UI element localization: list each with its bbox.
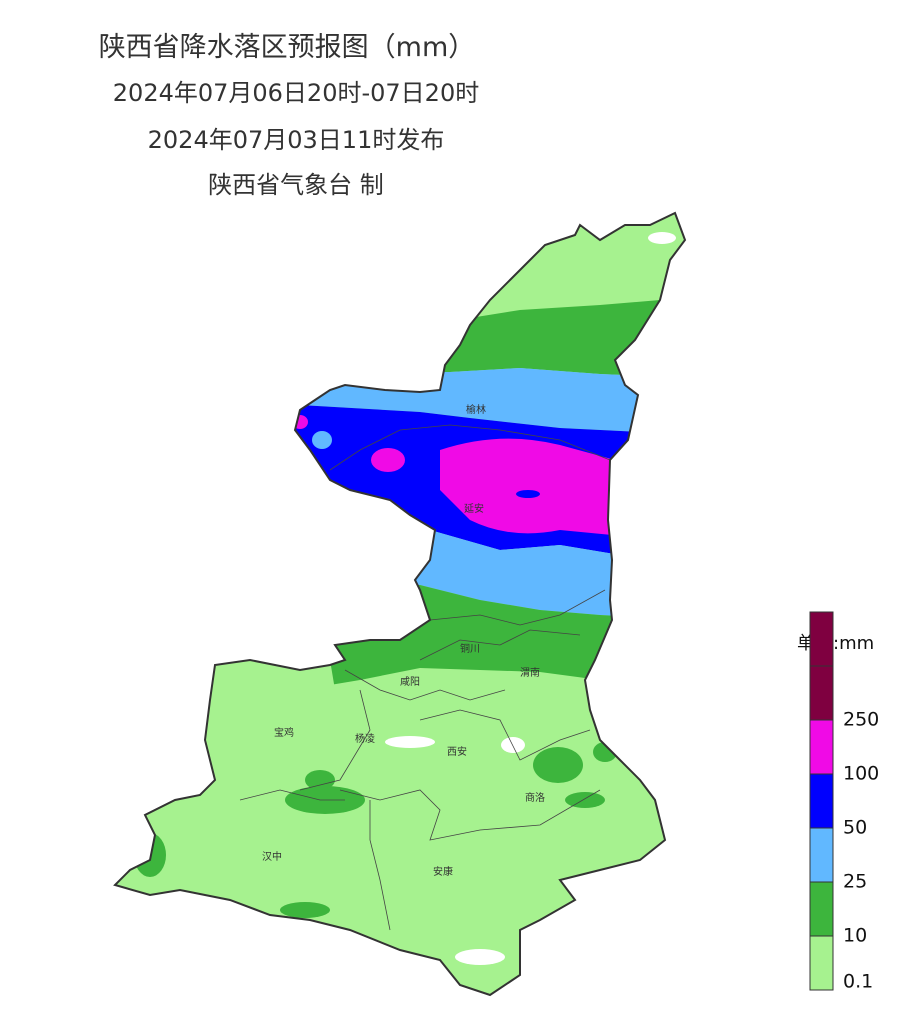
area-heavy: [292, 415, 308, 429]
area-patch: [533, 747, 583, 783]
title: 陕西省降水落区预报图（mm）: [99, 32, 476, 63]
no-rain: [501, 737, 525, 753]
area-patch: [305, 770, 335, 790]
boundaries: [114, 212, 686, 996]
city-label: 延安: [464, 502, 484, 515]
city-label: 西安: [447, 745, 467, 758]
legend-label: 100: [843, 763, 879, 785]
legend-label: 250: [843, 709, 879, 731]
legend-title: 单位:mm: [797, 633, 874, 654]
area-patch: [565, 792, 605, 808]
city-label: 渭南: [520, 666, 540, 679]
no-rain: [385, 736, 435, 748]
area-heavy: [371, 448, 405, 472]
legend-swatch: [809, 665, 834, 721]
legend-swatch: [809, 827, 834, 883]
area-band: [312, 431, 332, 449]
legend-swatch: [809, 773, 834, 829]
issuer: 陕西省气象台 制: [208, 171, 384, 199]
area-patch: [280, 902, 330, 918]
no-rain: [455, 949, 505, 965]
legend-label: 50: [843, 817, 867, 839]
legend-swatch: [809, 719, 834, 775]
city-label: 商洛: [525, 791, 545, 804]
area-band: [516, 490, 540, 498]
city-label: 宝鸡: [274, 726, 294, 739]
city-label: 安康: [433, 865, 453, 878]
no-rain: [648, 232, 676, 244]
legend: 0.1 10 25 50 100 250: [809, 611, 879, 993]
city-label: 汉中: [262, 850, 282, 863]
city-label: 铜川: [460, 643, 480, 655]
legend-label: 25: [843, 871, 867, 893]
area-band: [115, 300, 685, 378]
city-label: 榆林: [466, 403, 486, 416]
legend-label: 0.1: [843, 971, 873, 993]
legend-swatch: [809, 881, 834, 937]
valid-period: 2024年07月06日20时-07日20时: [113, 79, 479, 107]
city-label: 咸阳: [400, 676, 420, 688]
legend-swatch: [809, 935, 834, 991]
city-label: 杨凌: [355, 732, 375, 745]
area-heavy: [440, 438, 615, 535]
legend-label: 10: [843, 925, 867, 947]
legend-swatch: [809, 611, 834, 667]
issue-time: 2024年07月03日11时发布: [148, 126, 445, 154]
